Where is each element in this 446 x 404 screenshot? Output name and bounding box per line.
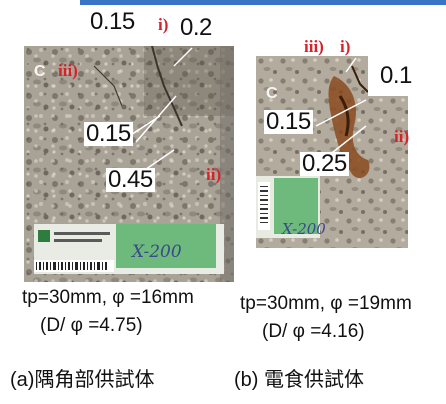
left-specimen-params: tp=30mm, φ =16mm (22, 287, 194, 308)
right-specimen-params: tp=30mm, φ =19mm (240, 293, 412, 314)
right-tag-handwriting: X-200 (282, 220, 326, 238)
left-photo-mark: C (34, 63, 46, 80)
left-crack-label-top: 0.15 (88, 8, 137, 35)
left-tag-handwriting: X-200 (132, 242, 182, 262)
right-crack-label-mid: 0.15 (264, 108, 313, 135)
right-specimen-ratio: (D/ φ =4.16) (262, 321, 365, 342)
right-crack-label-top: 0.1 (378, 62, 414, 89)
left-specimen-photo (24, 46, 234, 282)
right-marker-ii: ii) (394, 127, 410, 146)
top-accent-bar (80, 0, 446, 5)
left-specimen-ratio: (D/ φ =4.75) (40, 315, 143, 336)
left-marker-iii: iii) (58, 61, 78, 80)
left-crack-label-mid: 0.15 (84, 120, 133, 147)
left-marker-ii: ii) (206, 165, 222, 184)
right-photo-mark: C (266, 85, 278, 102)
right-crack-label-lower: 0.25 (300, 150, 349, 177)
left-crack-label-lower: 0.45 (106, 166, 155, 193)
left-crack-label-top-right: 0.2 (178, 14, 214, 41)
right-specimen-photo (256, 56, 408, 248)
right-marker-iii: iii) (304, 37, 324, 56)
left-marker-i: i) (158, 15, 169, 34)
right-marker-i: i) (340, 37, 351, 56)
right-figure-caption: (b) 電食供試体 (234, 369, 364, 391)
left-figure-caption: (a)隅角部供試体 (10, 369, 155, 391)
